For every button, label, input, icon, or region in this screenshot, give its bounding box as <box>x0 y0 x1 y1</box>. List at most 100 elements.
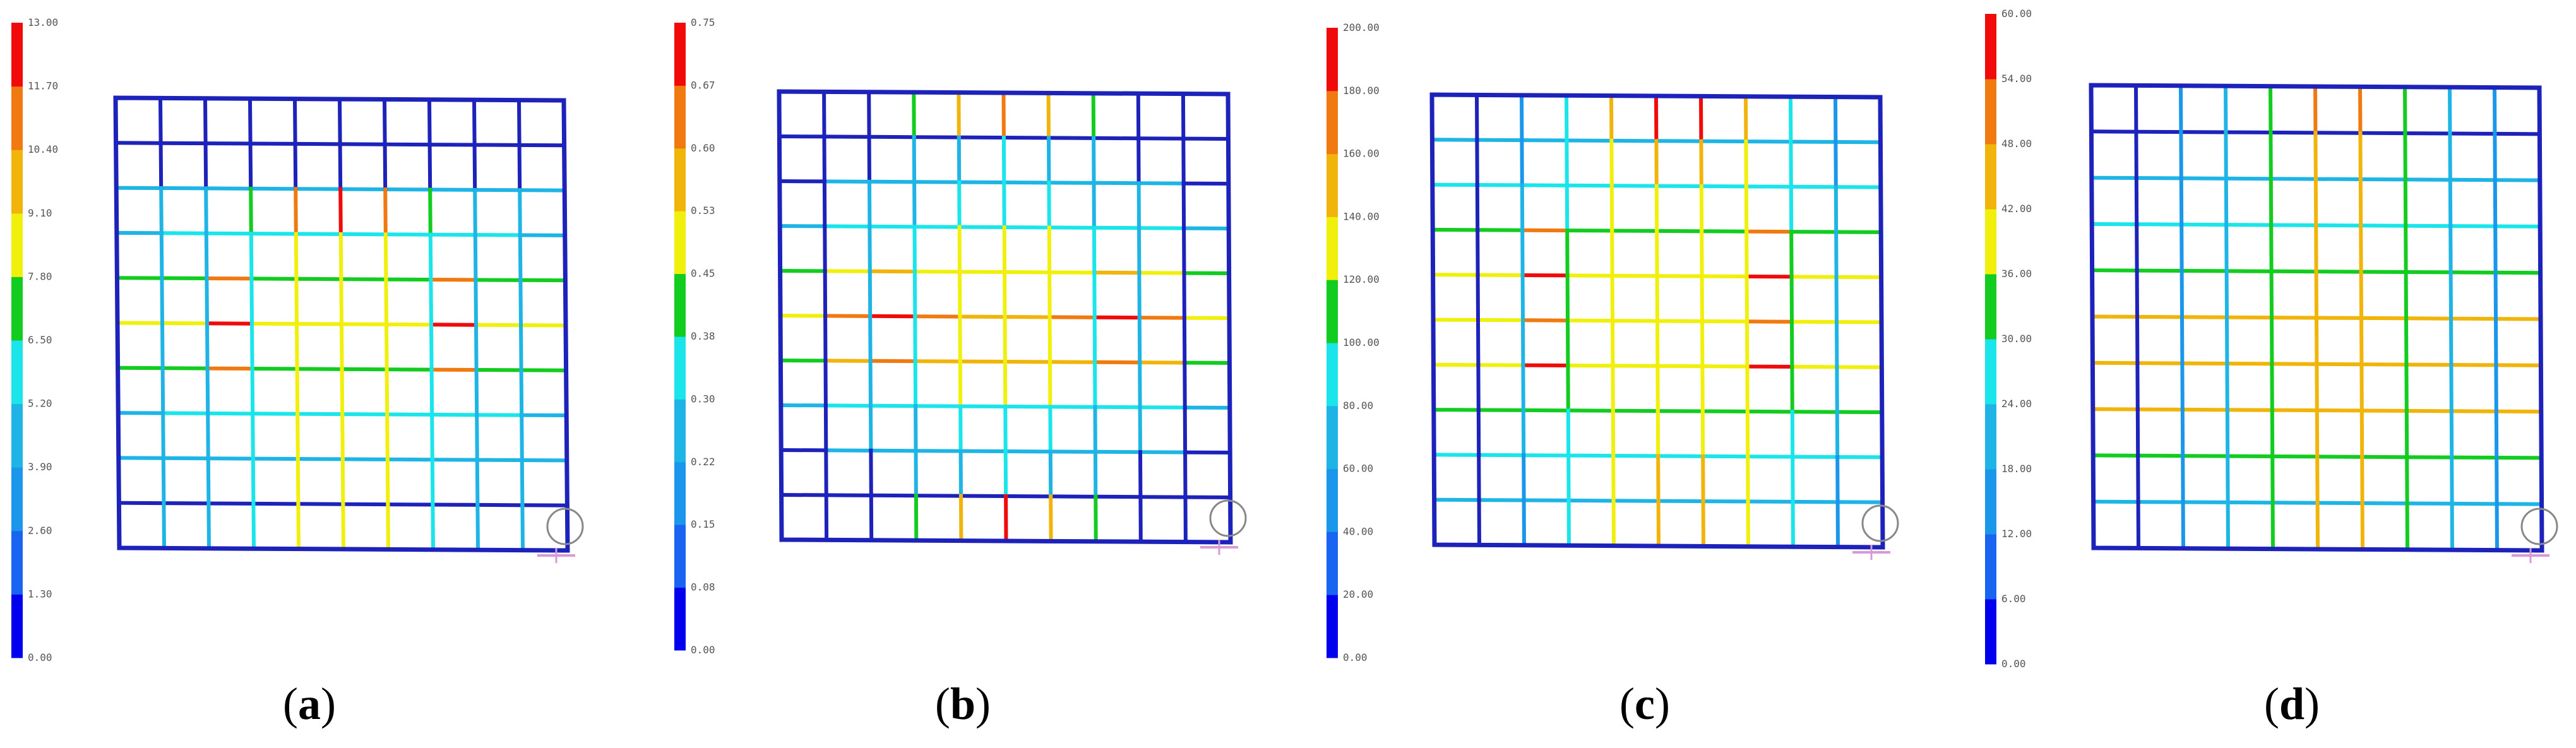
column-member <box>520 503 525 552</box>
color-legend: 200.00 180.00 160.00 140.00 120.00 100.00 80.0… <box>1327 21 1380 663</box>
column-member <box>428 187 432 237</box>
legend-band <box>1985 469 1996 535</box>
column-member <box>518 323 523 372</box>
column-member <box>294 187 298 236</box>
column-member <box>518 278 523 328</box>
column-member <box>385 367 390 417</box>
column-member <box>516 98 522 147</box>
color-legend: 13.00 11.70 10.40 9.10 7.80 6.50 5.20 3.90 2.60 1… <box>11 16 58 663</box>
column-member <box>383 142 388 192</box>
legend-tick-label: 7.80 <box>28 270 52 282</box>
legend-band <box>1327 280 1338 343</box>
panel-a-caption: (a) <box>283 679 336 729</box>
legend-tick-label: 18.00 <box>2001 463 2032 475</box>
legend-tick-label: 5.20 <box>28 398 52 410</box>
panel-c-caption: (c) <box>1619 679 1670 729</box>
column-member <box>158 141 164 191</box>
column-member <box>473 233 478 282</box>
frame-grid <box>1429 92 1885 550</box>
column-member <box>294 276 299 326</box>
column-member <box>249 276 254 326</box>
panel-b-plot: 0.75 0.67 0.60 0.53 0.45 0.38 0.30 0.22 0.15 0.08… <box>674 16 1247 656</box>
legend-band <box>1327 90 1338 155</box>
column-member <box>206 456 211 506</box>
column-member <box>160 366 165 415</box>
column-member <box>296 502 301 551</box>
legend-tick-label: 10.40 <box>28 143 58 155</box>
legend-tick-label: 0.15 <box>691 518 715 530</box>
column-member <box>474 323 479 372</box>
legend-band <box>1327 28 1338 92</box>
color-legend: 60.00 54.00 48.00 42.00 36.00 30.00 24.00 18.00… <box>1985 8 2032 670</box>
legend-band <box>674 587 686 651</box>
legend-band <box>1327 343 1338 407</box>
panel-d: 60.00 54.00 48.00 42.00 36.00 30.00 24.00 18.00… <box>1932 0 2576 748</box>
panel-a-plot: 13.00 11.70 10.40 9.10 7.80 6.50 5.20 3.90 2.60 1… <box>11 16 584 663</box>
column-member <box>430 458 435 507</box>
legend-tick-label: 36.00 <box>2001 268 2032 280</box>
column-member <box>295 367 300 416</box>
panel-c-caption-letter: c <box>1635 679 1655 729</box>
column-member <box>340 412 345 461</box>
support-symbol <box>2512 508 2558 563</box>
legend-tick-label: 20.00 <box>1343 588 1373 600</box>
legend-tick-label: 180.00 <box>1343 85 1380 97</box>
column-member <box>431 502 436 552</box>
frame-grid <box>113 95 570 553</box>
legend-band <box>674 336 686 400</box>
legend-band <box>1327 217 1338 280</box>
legend-tick-label: 54.00 <box>2001 73 2032 85</box>
legend-tick-label: 30.00 <box>2001 333 2032 345</box>
legend-tick-label: 40.00 <box>1343 525 1373 537</box>
legend-tick-label: 0.00 <box>691 644 715 656</box>
legend-band <box>1327 468 1338 532</box>
column-member <box>472 98 477 147</box>
legend-band <box>674 85 686 149</box>
support-symbol <box>537 508 584 563</box>
legend-band <box>1327 405 1338 470</box>
legend-tick-label: 0.30 <box>691 393 715 405</box>
panel-b-caption-letter: b <box>950 679 976 729</box>
column-member <box>385 412 390 461</box>
legend-band <box>11 467 23 531</box>
legend-band <box>674 273 686 337</box>
support-circle <box>1209 499 1247 537</box>
frame-grid <box>2089 83 2544 553</box>
column-member <box>204 231 209 281</box>
legend-band <box>674 148 686 211</box>
legend-tick-label: 160.00 <box>1343 148 1380 160</box>
legend-tick-label: 11.70 <box>28 80 58 92</box>
legend-band <box>1985 14 1996 80</box>
legend-tick-label: 42.00 <box>2001 203 2032 215</box>
legend-band <box>1327 595 1338 658</box>
column-member <box>159 186 164 235</box>
outer-frame <box>2089 83 2544 553</box>
column-member <box>161 411 165 460</box>
legend-band <box>11 213 23 277</box>
legend-tick-label: 120.00 <box>1343 273 1380 285</box>
legend-band <box>674 23 686 86</box>
legend-tick-label: 0.67 <box>691 79 715 91</box>
column-member <box>158 96 163 145</box>
legend-band <box>674 211 686 275</box>
column-member <box>427 97 432 147</box>
legend-band <box>11 340 23 405</box>
column-member <box>383 187 388 237</box>
panel-b: 0.75 0.67 0.60 0.53 0.45 0.38 0.30 0.22 0.15 0.08… <box>644 0 1288 748</box>
legend-tick-label: 200.00 <box>1343 21 1380 33</box>
legend-tick-label: 100.00 <box>1343 336 1380 348</box>
legend-band <box>1985 144 1996 210</box>
legend-band <box>1985 534 1996 600</box>
legend-tick-label: 0.00 <box>28 651 52 663</box>
column-member <box>247 97 253 146</box>
frame-grid <box>777 89 1233 545</box>
legend-tick-label: 48.00 <box>2001 138 2032 150</box>
outer-frame <box>777 89 1233 545</box>
legend-band <box>11 150 23 214</box>
legend-tick-label: 2.60 <box>28 525 52 537</box>
legend-tick-label: 0.22 <box>691 456 715 468</box>
legend-band <box>1985 339 1996 405</box>
panel-c: 200.00 180.00 160.00 140.00 120.00 100.00 80.0… <box>1288 0 1932 748</box>
panel-d-caption-letter: d <box>2279 679 2305 729</box>
column-member <box>206 501 212 550</box>
